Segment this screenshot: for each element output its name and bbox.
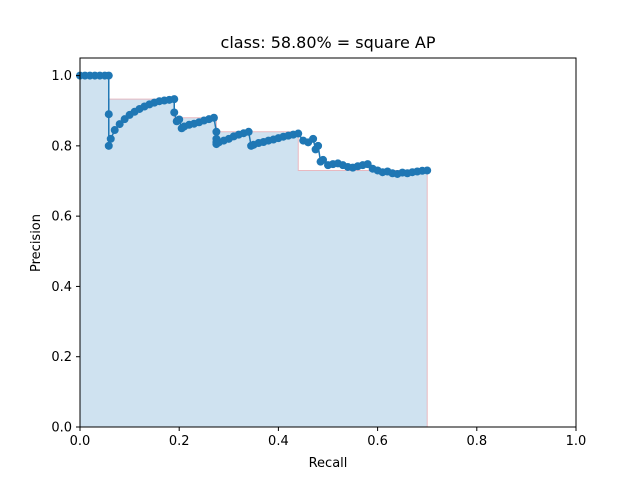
pr-point	[104, 71, 113, 80]
ap-area-fill	[80, 75, 428, 428]
y-axis-label: Precision	[29, 214, 44, 272]
x-axis-label: Recall	[309, 456, 348, 471]
x-tick-label: 0.2	[169, 434, 190, 449]
pr-point	[106, 134, 115, 143]
pr-point	[212, 127, 221, 136]
chart-title: class: 58.80% = square AP	[221, 33, 436, 52]
pr-point	[170, 108, 179, 117]
y-tick-label: 0.8	[51, 139, 72, 154]
pr-point	[209, 113, 218, 122]
axes-frame	[79, 57, 577, 428]
pr-point	[314, 141, 323, 150]
pr-point	[423, 166, 432, 175]
x-tick-label: 1.0	[566, 434, 587, 449]
pr-point	[110, 126, 119, 135]
y-tick-label: 0.2	[51, 350, 72, 365]
x-tick-label: 0.0	[70, 434, 91, 449]
x-tick-label: 0.4	[268, 434, 289, 449]
x-tick-label: 0.8	[466, 434, 487, 449]
pr-point	[170, 95, 179, 104]
pr-point	[244, 127, 253, 136]
y-tick-label: 0.6	[51, 210, 72, 225]
x-tick-label: 0.6	[367, 434, 388, 449]
pr-point	[319, 155, 328, 164]
pr-point	[104, 110, 113, 119]
pr-point	[175, 115, 184, 124]
y-tick-label: 1.0	[51, 69, 72, 84]
pr-point	[115, 120, 124, 129]
pr-point	[294, 129, 303, 138]
y-tick-label: 0.4	[51, 280, 72, 295]
pr-point	[104, 141, 113, 150]
pr-point	[309, 134, 318, 143]
y-tick-label: 0.0	[51, 421, 72, 436]
